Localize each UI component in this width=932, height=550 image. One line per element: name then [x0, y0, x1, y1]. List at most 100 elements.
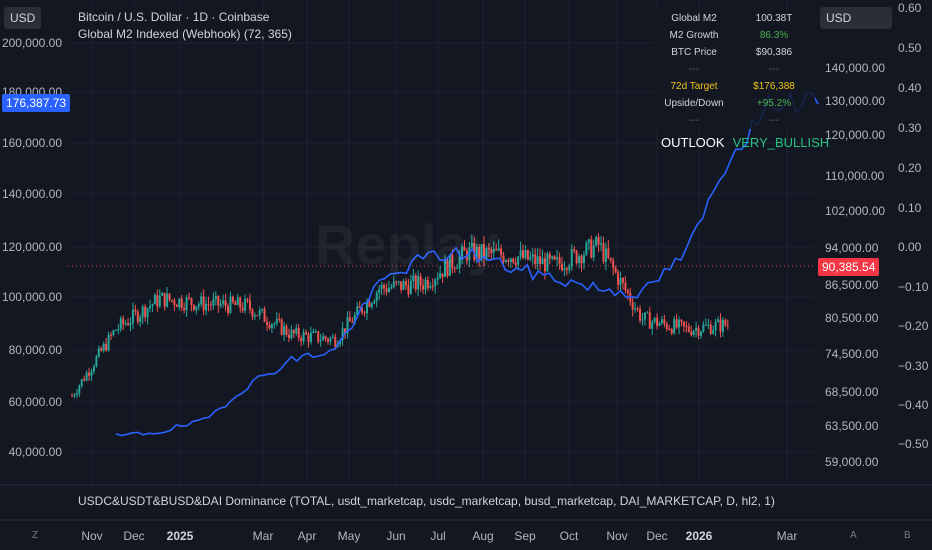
btc-candle-body	[695, 327, 698, 331]
btc-candle-body	[561, 263, 564, 271]
btc-candle-body	[256, 315, 259, 317]
btc-candle-body	[563, 268, 566, 271]
btc-candle-body	[429, 286, 432, 288]
btc-candle-body	[541, 258, 544, 265]
btc-candle-body	[426, 279, 429, 288]
btc-candle-body	[385, 288, 388, 293]
btc-candle-body	[278, 318, 281, 320]
btc-candle-body	[105, 343, 108, 351]
info-table-key: BTC Price	[671, 47, 717, 58]
btc-candle-body	[139, 317, 142, 322]
replay-watermark: Replay	[315, 213, 499, 276]
btc-candle-body	[205, 303, 208, 311]
btc-candle-body	[90, 371, 93, 376]
btc-candle-body	[127, 323, 130, 326]
btc-candle-body	[353, 314, 356, 323]
timezone-button[interactable]: Z	[32, 530, 39, 541]
info-table-row: Upside/Down +95.2%	[655, 95, 815, 112]
btc-candle-body	[236, 297, 239, 306]
btc-candle-body	[92, 366, 95, 372]
btc-candle-body	[166, 293, 169, 307]
btc-candle-body	[595, 237, 598, 246]
btc-candle-body	[192, 304, 195, 310]
left-currency-badge[interactable]: USD	[4, 7, 42, 29]
time-axis-label: Dec	[646, 529, 667, 543]
btc-candle-body	[495, 248, 498, 251]
btc-candle-body	[73, 394, 76, 396]
btc-candle-body	[373, 301, 376, 304]
log-scale-button[interactable]: B	[904, 530, 911, 541]
btc-candle-body	[685, 325, 688, 327]
right-currency-badge[interactable]: USD	[820, 7, 892, 29]
btc-candle-body	[356, 306, 359, 315]
mid-axis-label: 110,000.00	[825, 169, 884, 183]
right-axis-label: 0.20	[898, 161, 922, 175]
btc-candle-body	[178, 298, 181, 308]
btc-candle-body	[322, 336, 325, 341]
btc-candle-body	[483, 243, 486, 258]
btc-candle-body	[546, 253, 549, 272]
btc-candle-body	[324, 336, 327, 339]
dominance-indicator-title[interactable]: USDC&USDT&BUSD&DAI Dominance (TOTAL, usd…	[78, 494, 775, 508]
auto-scale-button[interactable]: A	[850, 530, 857, 541]
left-axis-label: 140,000.00	[2, 187, 62, 201]
time-axis-label: May	[338, 529, 361, 543]
btc-candle-body	[88, 372, 91, 376]
btc-candle-body	[451, 254, 454, 269]
btc-candle-body	[253, 315, 256, 317]
info-table-key: Global M2	[671, 13, 717, 24]
btc-candle-body	[214, 295, 217, 300]
btc-candle-body	[222, 300, 225, 304]
btc-candle-body	[110, 334, 113, 336]
time-axis-label: Aug	[472, 529, 493, 543]
mid-axis-label: 130,000.00	[825, 94, 885, 108]
btc-candle-body	[607, 248, 610, 258]
btc-candle-body	[375, 292, 378, 302]
btc-candle-body	[431, 286, 434, 288]
mid-axis-label: 102,000.00	[825, 204, 885, 218]
btc-candle-body	[704, 324, 707, 326]
btc-candle-body	[209, 304, 212, 306]
symbol-title[interactable]: Bitcoin / U.S. Dollar · 1D · Coinbase	[78, 10, 270, 24]
btc-candle-body	[573, 249, 576, 251]
btc-candle-body	[543, 258, 546, 272]
btc-candle-body	[424, 279, 427, 290]
right-axis-label: 0.30	[898, 121, 922, 135]
info-table-row: Global M2 100.38T	[655, 10, 815, 27]
btc-candle-body	[617, 272, 620, 285]
btc-candle-body	[414, 275, 417, 290]
btc-candle-body	[629, 293, 632, 303]
btc-candle-body	[141, 306, 144, 318]
btc-candle-body	[334, 336, 337, 348]
btc-candle-body	[721, 319, 724, 332]
btc-candle-body	[480, 243, 483, 259]
btc-candle-body	[97, 348, 100, 357]
btc-candle-body	[392, 281, 395, 288]
btc-candle-body	[185, 297, 188, 311]
btc-candle-body	[156, 295, 159, 307]
btc-candle-body	[217, 295, 220, 306]
mid-axis-label: 86,500.00	[825, 278, 879, 292]
btc-candle-body	[604, 248, 607, 262]
btc-candle-body	[712, 330, 715, 334]
indicator-title[interactable]: Global M2 Indexed (Webhook) (72, 365)	[78, 27, 292, 41]
btc-candle-body	[626, 290, 629, 294]
btc-candle-body	[612, 260, 615, 269]
btc-candle-body	[590, 239, 593, 258]
btc-candle-body	[131, 309, 134, 323]
right-axis-label: −0.30	[898, 359, 929, 373]
btc-candle-body	[78, 385, 81, 394]
time-axis-label: Dec	[123, 529, 144, 543]
right-axis-label: −0.10	[898, 280, 929, 294]
btc-candle-body	[580, 256, 583, 264]
mid-axis-label: 59,000.00	[825, 455, 879, 469]
btc-candle-body	[575, 250, 578, 264]
info-table-value: $90,386	[755, 47, 793, 58]
btc-candle-body	[246, 299, 249, 301]
btc-candle-body	[658, 323, 661, 326]
btc-candle-body	[660, 319, 663, 324]
btc-candle-body	[717, 319, 720, 323]
btc-candle-body	[180, 298, 183, 309]
btc-candle-body	[492, 248, 495, 253]
